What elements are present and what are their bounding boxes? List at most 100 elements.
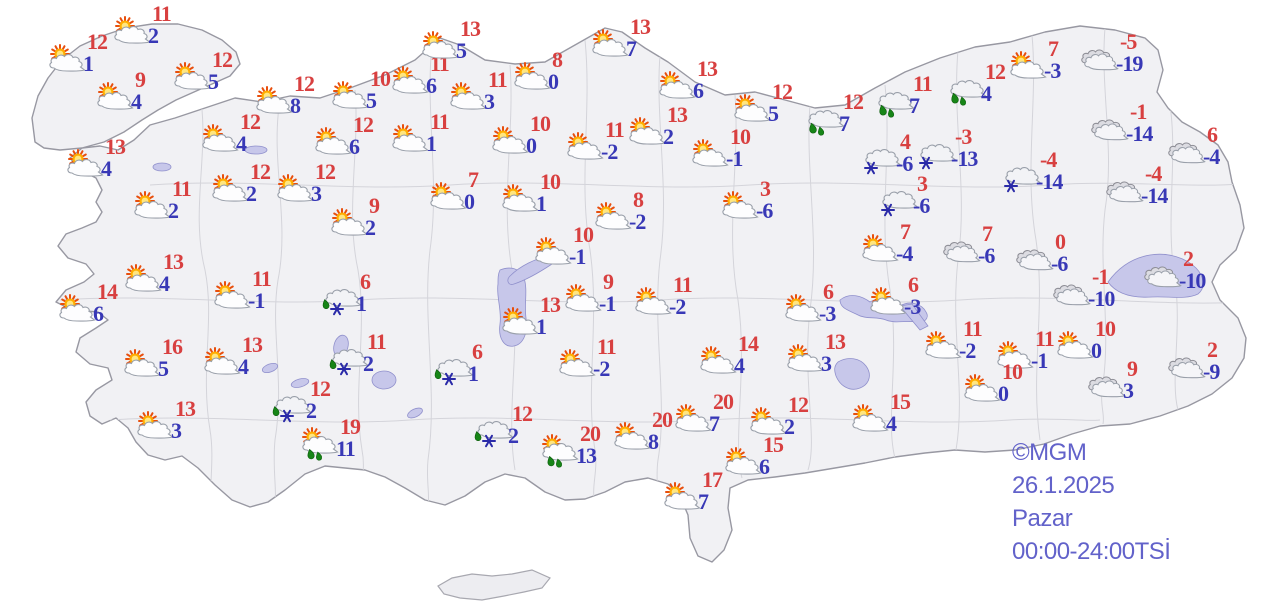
sun-cloud-icon	[202, 347, 242, 377]
province-borders	[59, 27, 1246, 521]
sun-cloud-icon	[500, 184, 540, 214]
high-temperature: 13	[175, 396, 196, 421]
sun-cloud-icon	[850, 404, 890, 434]
low-temperature: 2	[365, 215, 376, 240]
high-temperature: 12	[310, 376, 331, 401]
sun-cloud-icon	[720, 191, 760, 221]
high-temperature: 20	[713, 389, 734, 414]
sun-cloud-icon	[868, 287, 908, 317]
low-temperature: 7	[626, 36, 637, 61]
high-temperature: 8	[552, 47, 563, 72]
low-temperature: -2	[629, 209, 646, 234]
high-temperature: 11	[673, 272, 693, 297]
weather-station: 13 7	[590, 16, 651, 60]
sun-cloud-icon	[1008, 51, 1048, 81]
weather-station: 6 -4	[1167, 124, 1220, 168]
sun-cloud-icon	[390, 66, 430, 96]
low-temperature: -4	[1203, 144, 1220, 169]
low-temperature: 2	[246, 181, 257, 206]
weather-station: 7 -6	[942, 223, 995, 267]
high-temperature: 13	[242, 332, 263, 357]
low-temperature: 0	[998, 381, 1009, 406]
weather-station: 11 -1	[995, 328, 1055, 372]
high-temperature: 12	[512, 401, 533, 426]
forecast-period: 00:00-24:00TSİ	[1012, 538, 1171, 565]
high-temperature: -1	[1130, 99, 1147, 124]
low-temperature: 3	[171, 418, 182, 443]
sun-cloud-icon	[47, 44, 87, 74]
high-temperature: 3	[917, 171, 928, 196]
sun-cloud-icon	[512, 62, 552, 92]
weather-station: 11 3	[448, 69, 508, 113]
weather-station: 10 0	[490, 113, 551, 157]
weather-station: 10 -1	[533, 224, 594, 268]
sun-cloud-icon	[132, 191, 172, 221]
high-temperature: 13	[667, 102, 688, 127]
sun-cloud-icon	[962, 374, 1002, 404]
low-temperature: 2	[663, 124, 674, 149]
high-temperature: 12	[212, 47, 233, 72]
rain-icon	[873, 86, 913, 116]
sleet-icon	[270, 391, 310, 421]
sun-cloud-icon	[1055, 331, 1095, 361]
high-temperature: 15	[763, 432, 784, 457]
rain-icon	[945, 74, 985, 104]
low-temperature: -14	[1036, 169, 1063, 194]
low-temperature: 7	[909, 93, 920, 118]
high-temperature: 20	[652, 407, 673, 432]
low-temperature: 1	[356, 291, 367, 316]
cloud-icon	[1143, 261, 1183, 291]
high-temperature: 10	[573, 222, 594, 247]
low-temperature: -2	[959, 338, 976, 363]
weather-station: 8 -2	[593, 189, 646, 233]
high-temperature: 12	[240, 109, 261, 134]
sun-cloud-icon	[420, 31, 460, 61]
weather-station: 13 2	[627, 104, 688, 148]
high-temperature: 11	[430, 109, 450, 134]
sun-cloud-icon	[390, 124, 430, 154]
weather-station: 2 -10	[1143, 248, 1206, 292]
high-temperature: 7	[1048, 36, 1059, 61]
weather-station: -4 -14	[1105, 163, 1168, 207]
cloud-icon	[1087, 371, 1127, 401]
low-temperature: -2	[669, 294, 686, 319]
high-temperature: 11	[367, 329, 387, 354]
high-temperature: 12	[843, 89, 864, 114]
low-temperature: 0	[548, 69, 559, 94]
high-temperature: 11	[963, 316, 983, 341]
high-temperature: 6	[908, 272, 919, 297]
forecast-date: 26.1.2025	[1012, 472, 1115, 499]
low-temperature: -14	[1126, 121, 1153, 146]
low-temperature: 0	[526, 133, 537, 158]
sun-cloud-icon	[200, 124, 240, 154]
sun-cloud-icon	[633, 287, 673, 317]
high-temperature: -4	[1040, 147, 1057, 172]
low-temperature: 4	[734, 353, 745, 378]
high-temperature: 11	[913, 71, 933, 96]
high-temperature: 11	[1035, 326, 1055, 351]
weather-station: 12 6	[313, 114, 374, 158]
high-temperature: 11	[172, 176, 192, 201]
weather-station: 12 3	[275, 161, 336, 205]
weather-station: 10 0	[962, 361, 1023, 405]
high-temperature: 12	[250, 159, 271, 184]
cloud-icon	[1015, 244, 1055, 274]
weather-station: 11 -2	[923, 318, 983, 362]
rain-icon	[803, 104, 843, 134]
low-temperature: 5	[158, 356, 169, 381]
sun-cloud-icon	[313, 127, 353, 157]
sleet-icon	[472, 416, 512, 446]
sun-cloud-icon	[428, 182, 468, 212]
low-temperature: 6	[349, 134, 360, 159]
high-temperature: 0	[1055, 229, 1066, 254]
snow-icon	[877, 186, 917, 216]
low-temperature: 2	[363, 351, 374, 376]
high-temperature: 2	[1183, 246, 1194, 271]
low-temperature: 2	[168, 198, 179, 223]
low-temperature: -2	[601, 139, 618, 164]
high-temperature: 6	[823, 279, 834, 304]
weather-station: 13 3	[785, 331, 846, 375]
